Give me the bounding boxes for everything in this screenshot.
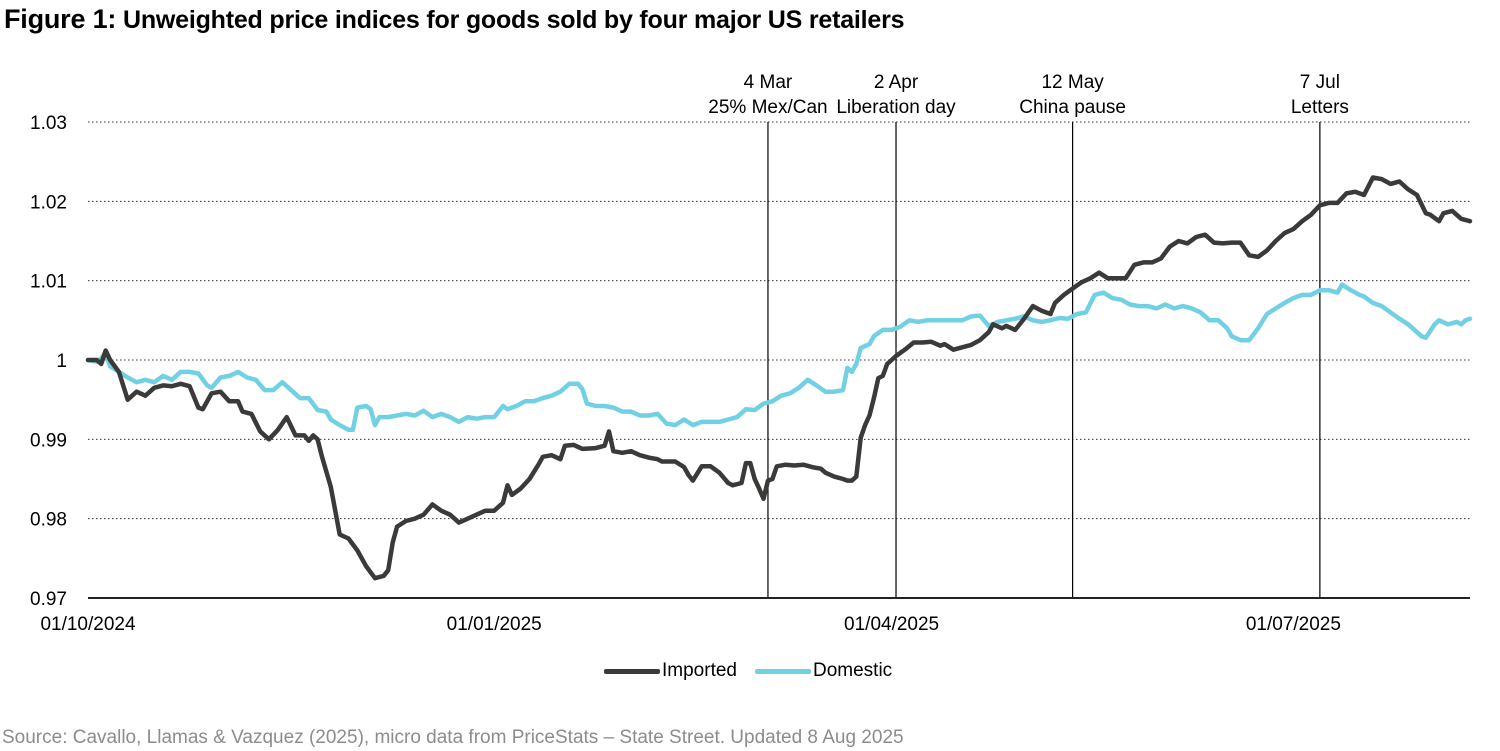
legend-item-domestic: Domestic [754,660,893,682]
event-date-label: 4 Mar [744,72,793,93]
legend-label-domestic: Domestic [812,660,893,681]
y-tick-label: 1 [56,351,67,372]
event-annotations: 4 Mar 25% Mex/Can 2 Apr Liberation day 12 Ma… [708,72,1349,598]
y-tick-label: 0.97 [30,589,67,610]
legend-label-imported: Imported [662,660,737,681]
y-tick-label: 0.99 [30,430,67,451]
x-tick-label: 01/10/2024 [40,614,136,635]
figure-title-text: Unweighted price indices for goods sold … [122,6,905,34]
event-date-label: 2 Apr [874,72,919,93]
event-date-label: 12 May [1041,72,1104,93]
y-tick-label: 0.98 [30,510,67,531]
event-name-label: 25% Mex/Can [708,97,827,118]
event-name-label: China pause [1019,97,1126,118]
x-tick-label: 01/04/2025 [844,614,939,635]
chart-title: Figure 1: Unweighted price indices for g… [4,4,905,35]
x-tick-label: 01/07/2025 [1246,614,1341,635]
series-line-imported [85,175,1473,581]
source-note: Source: Cavallo, Llamas & Vazquez (2025)… [2,727,904,748]
event-date-label: 7 Jul [1300,72,1340,93]
event-name-label: Liberation day [836,97,956,118]
data-series [85,175,1473,581]
x-axis-tick-labels: 01/10/2024 01/01/2025 01/04/2025 01/07/2025 [40,614,1340,635]
x-tick-label: 01/01/2025 [447,614,542,635]
y-axis-tick-labels: 0.97 0.98 0.99 1 1.01 1.02 1.03 [30,113,67,610]
y-tick-label: 1.02 [30,192,67,213]
event-name-label: Letters [1291,97,1349,118]
y-tick-label: 1.03 [30,113,67,134]
legend-swatch-imported [604,668,660,674]
figure-number: Figure 1: [4,4,117,34]
legend-swatch-domestic [754,668,811,674]
y-tick-label: 1.01 [30,272,67,293]
legend: Imported Domestic [604,660,910,682]
series-line-domestic [85,282,1473,433]
legend-item-imported: Imported [604,660,737,682]
